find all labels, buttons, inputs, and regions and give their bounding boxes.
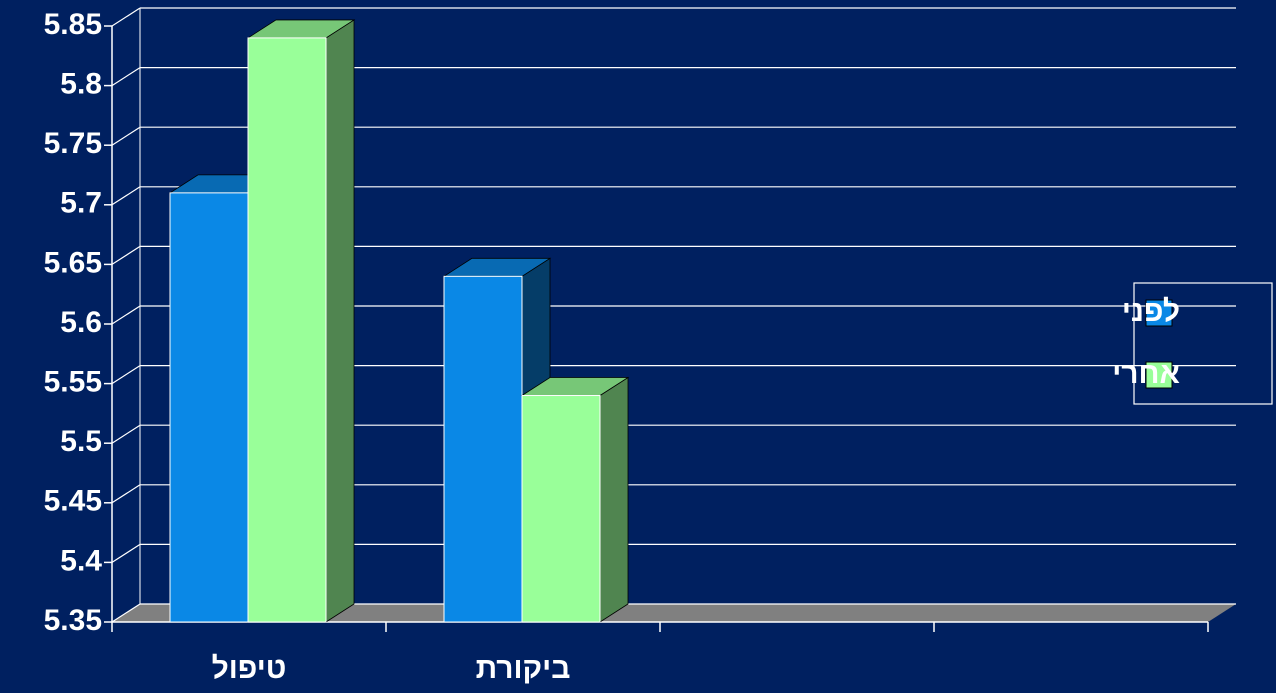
legend-label: לפני — [1122, 295, 1180, 328]
bar-front — [443, 275, 523, 623]
grid-line-side — [111, 305, 141, 325]
y-tick-label: 5.85 — [44, 8, 102, 41]
y-tick-label: 5.45 — [44, 485, 102, 518]
bar — [520, 376, 630, 623]
y-tick-label: 5.35 — [44, 604, 102, 637]
grid-line-side — [111, 603, 141, 623]
grid-line-side — [111, 424, 141, 444]
x-tick-label: טיפול — [212, 652, 287, 685]
legend-swatch — [1145, 299, 1173, 327]
y-tick-label: 5.7 — [60, 187, 102, 220]
floor — [112, 604, 1236, 622]
grid-line-side — [111, 126, 141, 146]
grid-line-side — [111, 245, 141, 265]
y-tick-label: 5.8 — [60, 68, 102, 101]
x-tick-label: ביקורת — [476, 652, 571, 685]
legend-box — [1133, 282, 1273, 405]
bar-side — [599, 376, 629, 623]
y-tick-label: 5.4 — [60, 544, 102, 577]
y-tick-label: 5.5 — [60, 425, 102, 458]
legend-label: אחרי — [1112, 357, 1180, 390]
grid-line-side — [111, 7, 141, 27]
y-tick-label: 5.55 — [44, 366, 102, 399]
y-tick-label: 5.75 — [44, 127, 102, 160]
y-tick-label: 5.6 — [60, 306, 102, 339]
bar-front — [247, 37, 327, 623]
grid-line-side — [111, 484, 141, 504]
grid-line-side — [111, 67, 141, 87]
bar-front — [169, 192, 249, 623]
legend-swatch — [1145, 361, 1173, 389]
bar-side — [325, 19, 355, 623]
bar-front — [521, 395, 601, 623]
y-tick-label: 5.65 — [44, 246, 102, 279]
grid-line-side — [111, 365, 141, 385]
grid-line-side — [111, 186, 141, 206]
grid-line-side — [111, 543, 141, 563]
bar — [246, 19, 356, 623]
